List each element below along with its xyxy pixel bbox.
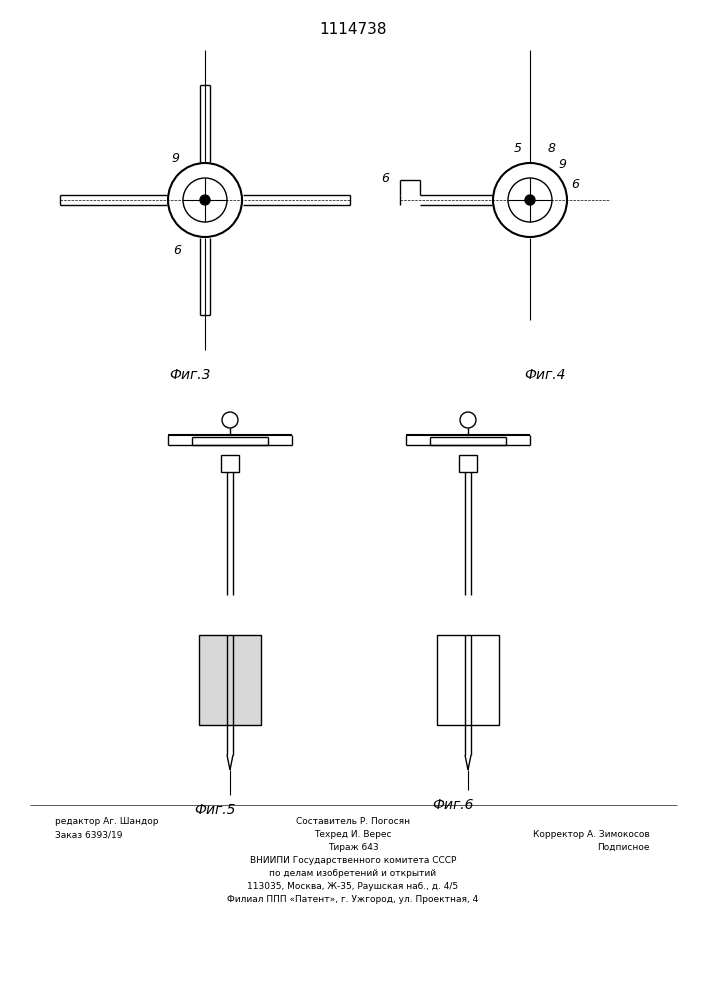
Text: Заказ 6393/19: Заказ 6393/19	[55, 830, 122, 839]
Text: Подписное: Подписное	[597, 843, 650, 852]
Text: 6: 6	[381, 172, 389, 184]
Bar	[459, 455, 477, 472]
Text: Составитель Р. Погосян: Составитель Р. Погосян	[296, 817, 410, 826]
Text: по делам изобретений и открытий: по делам изобретений и открытий	[269, 869, 436, 878]
Circle shape	[460, 412, 476, 428]
Bar	[221, 455, 239, 472]
Text: Тираж 643: Тираж 643	[327, 843, 378, 852]
Bar	[437, 635, 499, 725]
Circle shape	[493, 163, 567, 237]
Text: 6: 6	[571, 178, 579, 192]
Text: Корректор А. Зимокосов: Корректор А. Зимокосов	[533, 830, 650, 839]
Text: редактор Аг. Шандор: редактор Аг. Шандор	[55, 817, 158, 826]
Text: Фиг.6: Фиг.6	[432, 798, 474, 812]
Text: Филиал ППП «Патент», г. Ужгород, ул. Проектная, 4: Филиал ППП «Патент», г. Ужгород, ул. Про…	[228, 895, 479, 904]
Text: Фиг.5: Фиг.5	[194, 803, 235, 817]
Circle shape	[168, 163, 242, 237]
Circle shape	[525, 195, 535, 205]
Circle shape	[508, 178, 552, 222]
Text: 6: 6	[173, 243, 181, 256]
Circle shape	[222, 412, 238, 428]
Text: 113035, Москва, Ж-35, Раушская наб., д. 4/5: 113035, Москва, Ж-35, Раушская наб., д. …	[247, 882, 459, 891]
Text: 8: 8	[548, 141, 556, 154]
Text: 9: 9	[558, 157, 566, 170]
Text: ВНИИПИ Государственного комитета СССР: ВНИИПИ Государственного комитета СССР	[250, 856, 456, 865]
Text: Фиг.4: Фиг.4	[525, 368, 566, 382]
Text: 9: 9	[171, 151, 179, 164]
Bar	[199, 635, 261, 725]
Text: Фиг.3: Фиг.3	[169, 368, 211, 382]
Circle shape	[183, 178, 227, 222]
Text: 5: 5	[514, 141, 522, 154]
Text: 1114738: 1114738	[320, 22, 387, 37]
Circle shape	[200, 195, 210, 205]
Text: Техред И. Верес: Техред И. Верес	[314, 830, 392, 839]
